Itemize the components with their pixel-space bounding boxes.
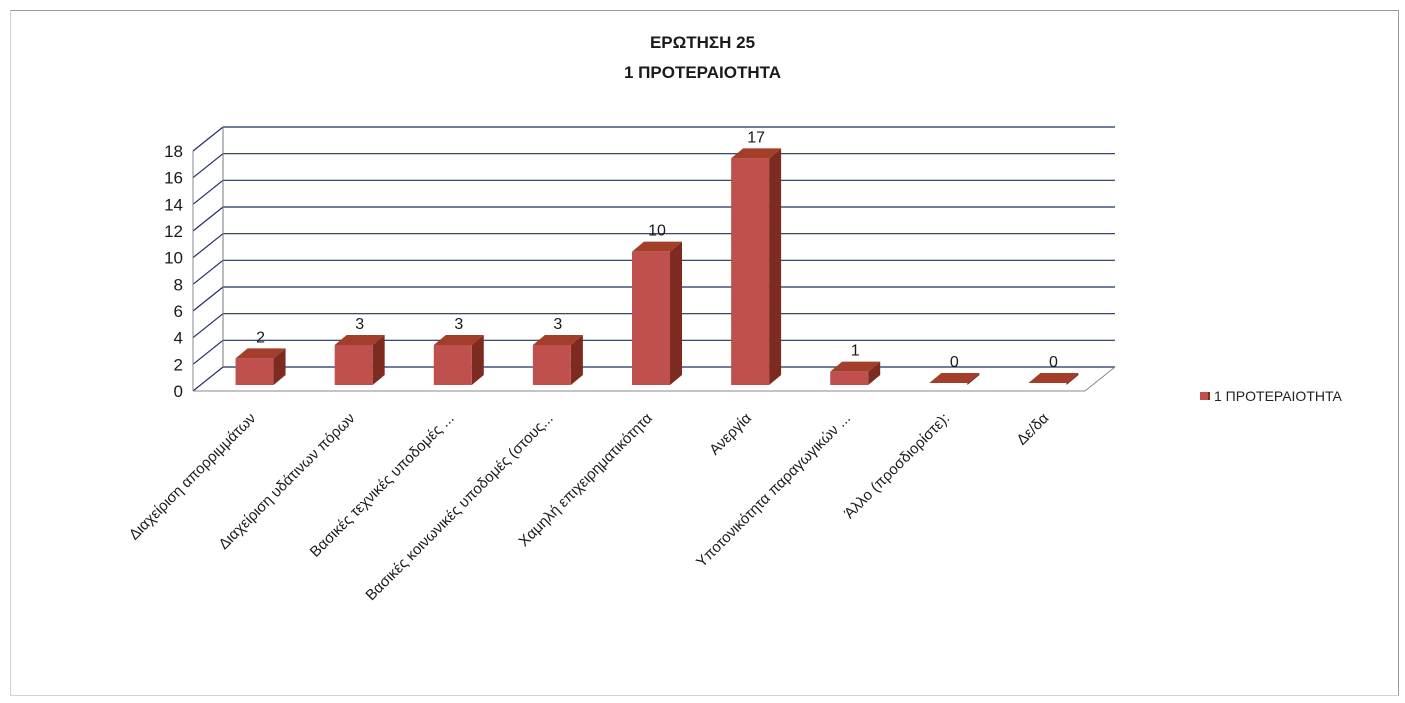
legend: 1 ΠΡΟΤΕΡΑΙΟΤΗΤΑ xyxy=(1200,388,1342,404)
y-tick-label: 2 xyxy=(174,355,183,374)
y-tick-label: 18 xyxy=(164,142,183,161)
data-label: 0 xyxy=(950,354,959,371)
data-label: 3 xyxy=(454,316,463,333)
bar xyxy=(830,371,869,385)
y-tick-label: 12 xyxy=(164,222,183,241)
bar-top xyxy=(235,348,286,359)
bar-top xyxy=(632,241,682,252)
y-tick-label: 14 xyxy=(164,195,183,214)
data-label: 3 xyxy=(553,316,562,333)
gridline-depth xyxy=(192,179,224,205)
gridline-depth xyxy=(192,233,224,259)
gridline-depth xyxy=(192,126,224,152)
bar-side xyxy=(570,335,583,385)
x-tick-label: Δε/δα xyxy=(1013,410,1052,449)
x-tick-label: Υποτονικότητα παραγωγικών ... xyxy=(693,410,854,571)
x-tick-label: Άλλο (προσδιορίστε): xyxy=(841,410,953,522)
floor-edge xyxy=(1084,366,1116,392)
x-tick-label: Ανεργία xyxy=(706,410,755,459)
legend-label: 1 ΠΡΟΤΕΡΑΙΟΤΗΤΑ xyxy=(1214,388,1342,404)
gridline-depth xyxy=(192,313,224,339)
data-label: 0 xyxy=(1049,354,1058,371)
gridline-depth xyxy=(192,206,224,232)
chart-frame xyxy=(10,10,1399,696)
bar-side xyxy=(868,361,881,385)
bar-top xyxy=(1028,373,1079,383)
bar-top xyxy=(830,361,881,372)
gridline-depth xyxy=(192,366,224,392)
data-label: 17 xyxy=(747,129,765,146)
gridline-depth xyxy=(192,286,224,312)
y-tick-label: 0 xyxy=(174,382,183,401)
bar-top xyxy=(433,335,484,345)
bar xyxy=(334,345,373,385)
bar-top xyxy=(532,335,583,345)
bar-side xyxy=(769,148,782,385)
legend-swatch xyxy=(1200,392,1210,400)
bar-top xyxy=(731,148,782,159)
y-tick-label: 8 xyxy=(174,275,183,294)
data-label: 3 xyxy=(355,316,364,333)
data-label: 10 xyxy=(648,223,666,240)
bar-top xyxy=(334,335,385,345)
bar xyxy=(731,158,770,385)
bar-side xyxy=(372,335,385,385)
gridline-depth xyxy=(192,153,224,179)
bar-top xyxy=(929,373,980,383)
bar-side xyxy=(1066,373,1079,385)
y-tick-label: 10 xyxy=(164,249,183,268)
y-tick-label: 6 xyxy=(174,302,183,321)
data-label: 2 xyxy=(256,329,265,346)
gridline-depth xyxy=(192,259,224,285)
bar-side xyxy=(273,348,286,385)
x-tick-label: Βασικές κοινωνικές υποδομές (στους... xyxy=(362,410,556,604)
bar xyxy=(235,358,274,385)
data-label: 1 xyxy=(851,343,860,360)
bar xyxy=(433,345,472,385)
chart-title: ΕΡΩΤΗΣΗ 25 xyxy=(649,33,756,52)
y-tick-label: 16 xyxy=(164,169,183,188)
y-tick-label: 4 xyxy=(174,329,183,348)
chart-subtitle: 1 ΠΡΟΤΕΡΑΙΟΤΗΤΑ xyxy=(623,63,782,82)
bar xyxy=(632,251,670,385)
bar-side xyxy=(471,335,484,385)
bar-side xyxy=(670,241,682,385)
gridline-depth xyxy=(192,339,224,365)
bar-side xyxy=(967,373,980,385)
bar xyxy=(532,345,571,385)
